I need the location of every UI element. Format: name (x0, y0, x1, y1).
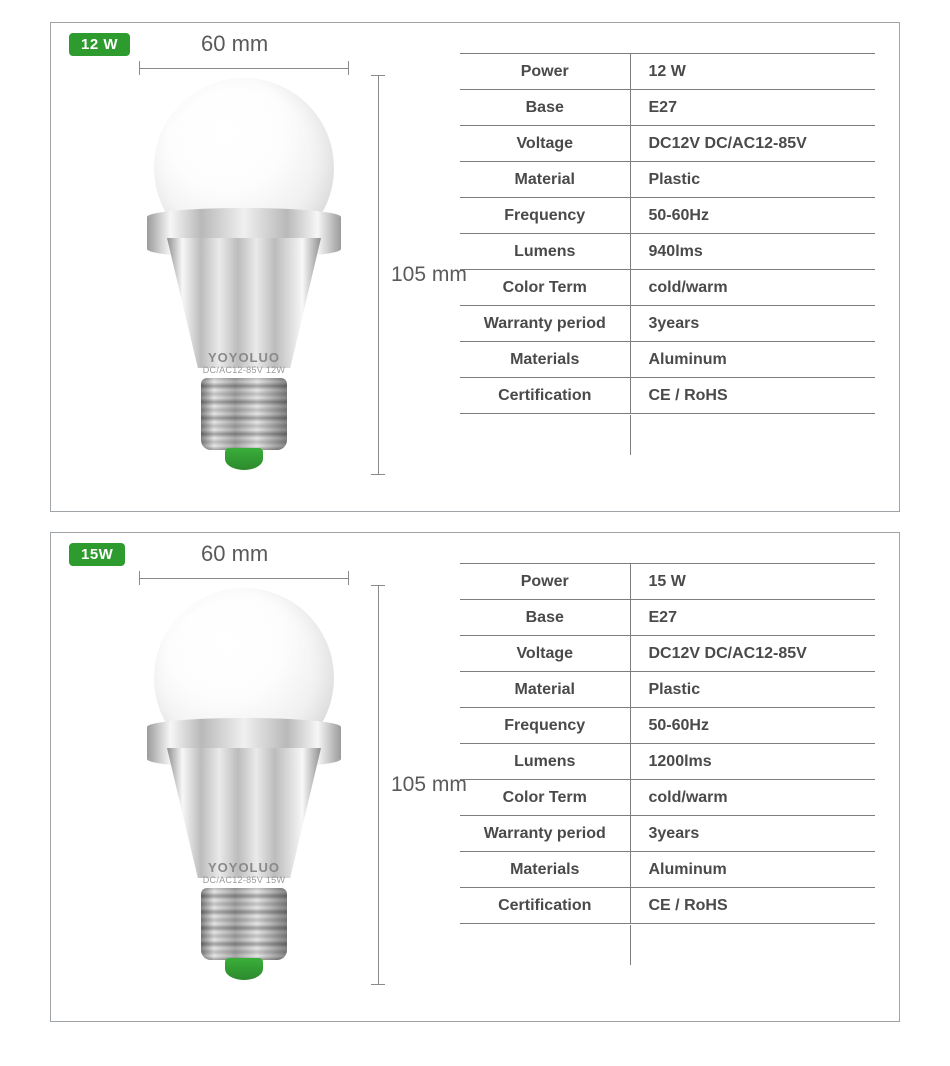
spec-value: 3years (630, 306, 875, 342)
table-row: MaterialPlastic (460, 162, 875, 198)
spec-key: Lumens (460, 234, 630, 270)
spec-key: Power (460, 54, 630, 90)
spec-key: Material (460, 672, 630, 708)
spec-value: E27 (630, 90, 875, 126)
table-row: Warranty period3years (460, 816, 875, 852)
table-row: Power15 W (460, 564, 875, 600)
table-row: BaseE27 (460, 600, 875, 636)
bulb-brand-text: YOYOLUO (139, 350, 349, 365)
height-dimension-rule (371, 75, 385, 475)
spec-key: Certification (460, 378, 630, 414)
table-row: Lumens940lms (460, 234, 875, 270)
width-dimension-label: 60 mm (201, 31, 268, 57)
table-row: BaseE27 (460, 90, 875, 126)
spec-value: 940lms (630, 234, 875, 270)
product-card: 15W 60 mm 105 mm YOYOLUO DC/AC12-85V 15W… (50, 532, 900, 1022)
spec-key: Materials (460, 342, 630, 378)
bulb-model-text: DC/AC12-85V 15W (139, 875, 349, 885)
spec-value: Plastic (630, 672, 875, 708)
spec-value: 12 W (630, 54, 875, 90)
power-badge: 15W (69, 543, 125, 566)
spec-value: 50-60Hz (630, 198, 875, 234)
spec-key: Voltage (460, 636, 630, 672)
table-row: Lumens1200lms (460, 744, 875, 780)
spec-key: Frequency (460, 708, 630, 744)
table-row: MaterialsAluminum (460, 852, 875, 888)
spec-key: Base (460, 90, 630, 126)
table-row: Color Termcold/warm (460, 780, 875, 816)
spec-value: cold/warm (630, 270, 875, 306)
table-row: Warranty period3years (460, 306, 875, 342)
height-dimension-label: 105 mm (391, 773, 467, 797)
spec-value: 15 W (630, 564, 875, 600)
spec-value: E27 (630, 600, 875, 636)
spec-value: Aluminum (630, 852, 875, 888)
spec-key: Materials (460, 852, 630, 888)
spec-value: Plastic (630, 162, 875, 198)
table-row: Frequency50-60Hz (460, 708, 875, 744)
table-row: Frequency50-60Hz (460, 198, 875, 234)
width-dimension-rule (139, 571, 349, 585)
table-row: CertificationCE / RoHS (460, 378, 875, 414)
spec-value: Aluminum (630, 342, 875, 378)
spec-value: 1200lms (630, 744, 875, 780)
width-dimension-rule (139, 61, 349, 75)
table-tail-divider (460, 415, 875, 455)
table-row: MaterialPlastic (460, 672, 875, 708)
spec-key: Color Term (460, 270, 630, 306)
spec-value: CE / RoHS (630, 888, 875, 924)
spec-value: 50-60Hz (630, 708, 875, 744)
bulb-illustration: YOYOLUO DC/AC12-85V 12W (139, 78, 349, 478)
height-dimension-rule (371, 585, 385, 985)
width-dimension-label: 60 mm (201, 541, 268, 567)
spec-key: Warranty period (460, 816, 630, 852)
spec-key: Frequency (460, 198, 630, 234)
spec-key: Voltage (460, 126, 630, 162)
bulb-model-text: DC/AC12-85V 12W (139, 365, 349, 375)
spec-table: Power15 W BaseE27 VoltageDC12V DC/AC12-8… (460, 563, 875, 924)
table-row: Power12 W (460, 54, 875, 90)
product-card: 12 W 60 mm 105 mm YOYOLUO DC/AC12-85V 12… (50, 22, 900, 512)
table-row: VoltageDC12V DC/AC12-85V (460, 636, 875, 672)
spec-value: CE / RoHS (630, 378, 875, 414)
spec-value: cold/warm (630, 780, 875, 816)
table-row: CertificationCE / RoHS (460, 888, 875, 924)
spec-key: Power (460, 564, 630, 600)
spec-value: DC12V DC/AC12-85V (630, 636, 875, 672)
spec-key: Base (460, 600, 630, 636)
spec-table: Power12 W BaseE27 VoltageDC12V DC/AC12-8… (460, 53, 875, 414)
table-row: Color Termcold/warm (460, 270, 875, 306)
spec-value: DC12V DC/AC12-85V (630, 126, 875, 162)
table-row: MaterialsAluminum (460, 342, 875, 378)
table-tail-divider (460, 925, 875, 965)
power-badge: 12 W (69, 33, 130, 56)
spec-key: Certification (460, 888, 630, 924)
spec-key: Lumens (460, 744, 630, 780)
spec-key: Color Term (460, 780, 630, 816)
spec-key: Warranty period (460, 306, 630, 342)
bulb-brand-text: YOYOLUO (139, 860, 349, 875)
spec-key: Material (460, 162, 630, 198)
table-row: VoltageDC12V DC/AC12-85V (460, 126, 875, 162)
height-dimension-label: 105 mm (391, 263, 467, 287)
bulb-illustration: YOYOLUO DC/AC12-85V 15W (139, 588, 349, 988)
spec-value: 3years (630, 816, 875, 852)
